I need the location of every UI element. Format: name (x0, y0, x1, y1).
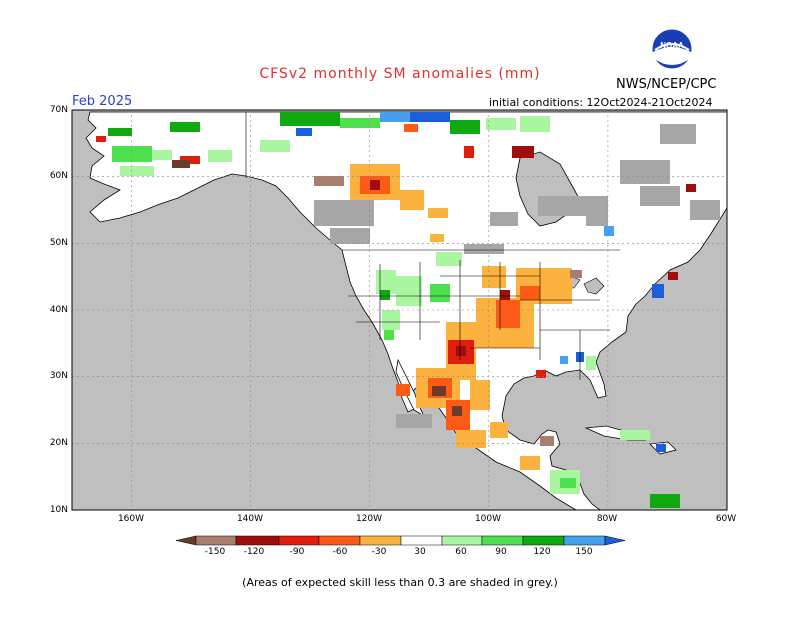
colorbar-tick-label: -60 (332, 547, 348, 557)
forecast-month: Feb 2025 (72, 94, 133, 109)
political-borders (245, 112, 620, 380)
lat-label: 20N (49, 438, 68, 448)
colorbar-tick-label: -120 (243, 547, 265, 557)
colorbar-swatch (441, 535, 483, 546)
colorbar-swatch (195, 535, 237, 546)
lat-label: 10N (49, 505, 68, 515)
colorbar-tick-label: -150 (204, 547, 226, 557)
lon-label: 160W (117, 514, 145, 524)
anomaly-cells (96, 112, 696, 508)
colorbar-arrow-low (175, 535, 197, 546)
colorbar-swatch (400, 535, 443, 546)
colorbar-swatch (481, 535, 524, 546)
lat-label: 70N (49, 105, 68, 115)
colorbar-tick-label: 120 (533, 547, 551, 557)
colorbar-tick-label: 90 (495, 547, 507, 557)
colorbar-arrow-high (604, 535, 626, 546)
colorbar-swatch (318, 535, 361, 546)
colorbar (175, 535, 626, 546)
lon-label: 80W (596, 514, 618, 524)
noaa-logo-icon: NOAA (651, 28, 693, 70)
svg-text:NOAA: NOAA (660, 41, 684, 50)
colorbar-tick-label: 60 (455, 547, 467, 557)
lat-label: 50N (49, 238, 68, 248)
colorbar-swatch (278, 535, 320, 546)
lat-label: 60N (49, 171, 68, 181)
footnote: (Areas of expected skill less than 0.3 a… (242, 576, 558, 589)
colorbar-swatch (522, 535, 565, 546)
lat-label: 30N (49, 371, 68, 381)
low-skill-grey-shading (314, 124, 720, 428)
lon-label: 140W (236, 514, 264, 524)
colorbar-tick-label: -90 (289, 547, 305, 557)
lat-label: 40N (49, 305, 68, 315)
colorbar-tick-label: 150 (575, 547, 593, 557)
colorbar-swatch (563, 535, 606, 546)
colorbar-swatch (235, 535, 280, 546)
map-frame (71, 109, 728, 511)
lon-label: 60W (715, 514, 737, 524)
graticule (72, 110, 727, 510)
colorbar-tick-label: 30 (414, 547, 426, 557)
map-title: CFSv2 monthly SM anomalies (mm) (259, 66, 541, 82)
lon-label: 120W (355, 514, 383, 524)
colorbar-tick-label: -30 (371, 547, 387, 557)
agency-label: NWS/NCEP/CPC (616, 77, 717, 92)
initial-conditions: initial conditions: 12Oct2024-21Oct2024 (489, 96, 713, 109)
lon-label: 100W (474, 514, 502, 524)
colorbar-swatch (359, 535, 402, 546)
